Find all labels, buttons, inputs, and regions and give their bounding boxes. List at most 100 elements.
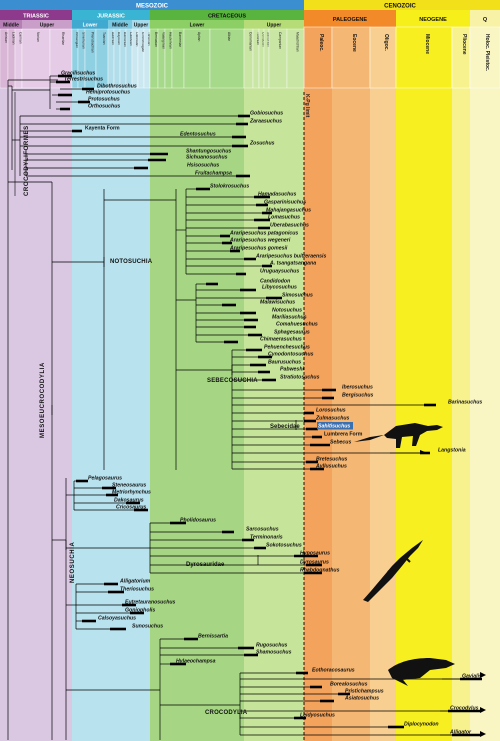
kpg-label: K-Pg limit: [304, 94, 310, 118]
period-neogene: [396, 10, 470, 27]
stage-label: Norian: [36, 32, 40, 42]
taxon-label: Pehuenchesuchus: [264, 345, 310, 351]
era-mesozoic: [0, 0, 304, 10]
stage-label: Aptian: [197, 32, 201, 42]
stage-label: Tithonian: [147, 32, 151, 46]
taxon-label: Leidyosuchus: [300, 713, 335, 719]
taxon-label: Protosuchus: [88, 97, 120, 103]
taxon-label: Eothoracosaurus: [312, 668, 355, 674]
stage-label: Turonian: [256, 32, 260, 45]
taxon-label: Bergisuchus: [342, 393, 374, 399]
taxon-label: Araripesuchus buitreraensis: [255, 254, 326, 260]
stage-label: Cenomanian: [249, 32, 253, 51]
period-jurassic-label: JURASSIC: [97, 13, 125, 19]
epoch-oligocene-label: Oligoc.: [383, 34, 389, 52]
stage-label: Bajocian: [117, 32, 121, 45]
taxon-label: Sokotosuchus: [266, 543, 302, 549]
time-bands: [0, 88, 500, 741]
stage-label: Hettangian: [75, 32, 79, 48]
era-cenozoic-label: CENOZOIC: [384, 4, 416, 10]
taxon-label: Malawisuchus: [260, 300, 295, 306]
taxon-label: Orthosuchus: [88, 104, 120, 110]
taxon-label: Sphagesaurus: [274, 330, 310, 336]
miocene-band: [396, 88, 452, 741]
taxon-label: Gobiosuchus: [250, 111, 283, 117]
stage-label: Rhaetian: [61, 32, 65, 45]
arrow-gavialis: [480, 672, 486, 678]
stratigraphic-ranges: [56, 74, 482, 737]
taxon-label: Pelagosaurus: [88, 476, 122, 482]
taxon-label: Cynodontosuchus: [268, 352, 314, 358]
taxon-label: Eutretauranosuchus: [125, 600, 176, 606]
taxon-label: Hyposaurus: [300, 551, 330, 557]
taxon-label: Pristichampsus: [345, 689, 384, 695]
stage-label: Bathonian: [123, 32, 127, 47]
taxon-label: Borealosuchus: [330, 682, 368, 688]
taxon-label: Uberabasuchus: [270, 223, 309, 229]
taxon-label: Terrestrisuchus: [64, 77, 103, 83]
arrow-langstonia: [420, 450, 425, 454]
taxon-label: Mahajangasuchus: [266, 208, 311, 214]
epoch-paleocene: [303, 26, 333, 89]
stage-cell: [286, 28, 305, 89]
taxon-label: Fruitachampsa: [195, 171, 232, 177]
period-neogene-label: NEOGENE: [419, 17, 447, 23]
taxon-label: Dakosaurus: [114, 498, 144, 504]
period-cretaceous-label: CRETACEOUS: [208, 13, 246, 19]
stage-label: Santonian: [267, 32, 271, 47]
period-triassic: [0, 10, 72, 20]
stage-label: Maastrichtian: [296, 32, 300, 52]
taxon-label: Hemiprotosuchus: [86, 90, 130, 96]
taxon-label: Lomasuchus: [268, 215, 300, 221]
taxon-label: Notosuchus: [272, 308, 302, 314]
stage-label: Barremian: [178, 32, 182, 47]
period-quaternary: [470, 10, 500, 27]
stage-row: Anisian Ladinian Carnian Norian Rhaetian Hett…: [0, 28, 305, 89]
clade-labels: CROCODYLIFORMES MESOEUCROCODYLIA NOTOSUC…: [14, 92, 300, 716]
epoch-miocene: [395, 26, 453, 89]
clade-mesoeucrocodylia: MESOEUCROCODYLIA: [40, 362, 46, 438]
triassic-band: [0, 88, 72, 741]
arrow-alligator: [480, 731, 486, 737]
period-quaternary-label: Q: [483, 17, 488, 23]
epoch-quaternary: [469, 26, 500, 89]
taxon-label: Shantungosuchus: [186, 149, 231, 155]
sub-jurassic-middle-label: Middle: [112, 23, 128, 29]
taxon-label: Dibothrosuchus: [97, 84, 137, 90]
sub-jurassic-middle: [108, 20, 132, 29]
clade-neosuchia: NEOSUCHIA: [70, 542, 76, 583]
period-jurassic: [72, 10, 150, 20]
taxon-label: Dyrosaurus: [300, 560, 329, 566]
taxon-label: Sebecus: [330, 440, 351, 446]
taxon-label: Zaraasuchus: [249, 119, 282, 125]
taxon-label: Araripesuchus wegeneri: [229, 238, 291, 244]
taxon-label: Bretesuchus: [316, 457, 348, 463]
taxon-label: Sarcosuchus: [246, 527, 279, 533]
taxon-label: Iberosuchus: [342, 385, 373, 391]
taxon-label: Libycosuchus: [262, 285, 297, 291]
era-cenozoic: [304, 0, 500, 10]
period-triassic-label: TRIASSIC: [23, 13, 49, 19]
stage-label: Callovian: [129, 32, 133, 46]
taxon-label: Edentosuchus: [180, 132, 216, 138]
taxon-label: Gracilisuchus: [61, 71, 95, 77]
epoch-miocene-label: Miocene: [424, 34, 430, 54]
taxon-label: Stratiotosuchus: [280, 375, 320, 381]
taxon-label: Hylaeochampsa: [176, 659, 216, 665]
taxon-label: Gavialis: [462, 674, 482, 680]
taxon-label: Lorosuchus: [316, 408, 346, 414]
sebecid-silhouette: [354, 423, 443, 448]
extant-arrows: [420, 450, 486, 737]
taxon-label: Hamadasuchus: [258, 192, 296, 198]
sub-jurassic-lower: [72, 20, 108, 29]
taxon-label: Mariliasuchus: [272, 315, 307, 321]
taxon-label: Steneosaurus: [112, 483, 146, 489]
crocodile-silhouette: [388, 658, 455, 686]
taxon-label: Bernissartia: [198, 634, 228, 640]
taxon-label: Barinasuchus: [448, 400, 482, 406]
taxon-label: Sunosuchus: [132, 624, 163, 630]
clade-crocodylia: CROCODYLIA: [205, 710, 248, 716]
taxon-label: Pabweshi: [280, 367, 304, 373]
sub-triassic-middle: [0, 20, 22, 29]
